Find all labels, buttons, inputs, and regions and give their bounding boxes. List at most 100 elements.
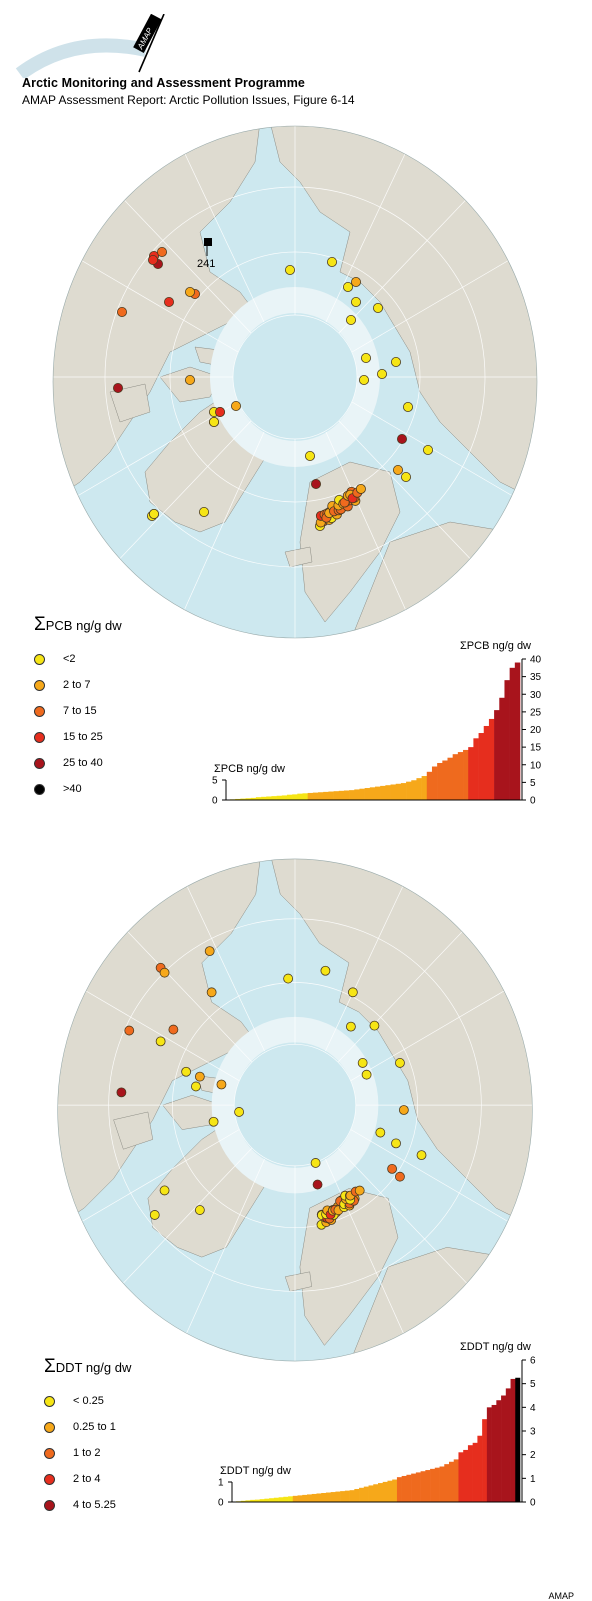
pcb-legend-swatch <box>34 783 45 795</box>
pcb-sample-point <box>372 302 383 313</box>
ddt-sample-point <box>375 1127 386 1138</box>
pcb-map-basemap <box>53 126 537 638</box>
pcb-bar <box>416 778 422 800</box>
pcb-legend-swatch <box>34 705 45 717</box>
pcb-legend-item: >40 <box>34 776 122 802</box>
ddt-bar <box>330 1492 336 1502</box>
ddt-bar <box>396 1477 402 1502</box>
ddt-bar <box>359 1487 365 1502</box>
ddt-bar <box>297 1495 303 1502</box>
pcb-legend-label: <2 <box>63 653 76 665</box>
pcb-bar <box>245 798 252 800</box>
ddt-bar <box>486 1407 492 1502</box>
ddt-legend-label: 0.25 to 1 <box>73 1421 116 1433</box>
ddt-bar <box>477 1435 483 1502</box>
pcb-bar <box>312 792 319 800</box>
ddt-bar <box>482 1419 488 1502</box>
pcb-legend-label: 25 to 40 <box>63 757 103 769</box>
pcb-bar <box>406 781 412 800</box>
ddt-y-tick-label: 0 <box>530 1498 536 1509</box>
pcb-bar <box>307 792 314 800</box>
pcb-bar <box>369 787 376 800</box>
ddt-sample-point <box>312 1179 323 1190</box>
pcb-sample-point <box>396 433 407 444</box>
pcb-legend-label: 15 to 25 <box>63 731 103 743</box>
ddt-bar <box>307 1494 313 1502</box>
page-title: Arctic Monitoring and Assessment Program… <box>22 76 305 90</box>
pcb-legend-item: 25 to 40 <box>34 750 122 776</box>
ddt-y-tick-label: 4 <box>530 1403 536 1414</box>
pcb-outlier-label: 241 <box>197 258 215 270</box>
ddt-sample-point <box>116 1087 127 1098</box>
ddt-bar <box>378 1483 384 1502</box>
pcb-inset-tick-label: 5 <box>212 776 218 787</box>
pcb-y-tick-label: 35 <box>530 672 542 683</box>
ddt-bar <box>283 1496 289 1502</box>
pcb-legend-label: 2 to 7 <box>63 679 91 691</box>
pcb-bar <box>385 785 391 800</box>
pcb-sample-point <box>376 368 387 379</box>
ddt-sample-point <box>208 1116 219 1127</box>
amap-logo: AMAP <box>15 14 165 78</box>
pcb-bar <box>400 783 407 800</box>
ddt-sample-point <box>168 1024 179 1035</box>
footer-credit: AMAP <box>548 1591 574 1601</box>
ddt-bar <box>259 1499 265 1502</box>
pcb-inset-axis-title: ΣPCB ng/g dw <box>214 763 285 775</box>
ddt-sample-point <box>320 965 331 976</box>
pcb-legend-label: 7 to 15 <box>63 705 97 717</box>
ddt-bar <box>245 1500 251 1502</box>
ddt-sample-point <box>310 1158 321 1168</box>
ddt-sample-point <box>391 1138 401 1149</box>
ddt-bar <box>335 1491 341 1502</box>
ddt-bar <box>472 1442 478 1502</box>
ddt-bar <box>496 1400 502 1502</box>
pcb-sample-point <box>310 478 321 489</box>
ddt-legend-label: 4 to 5.25 <box>73 1499 116 1511</box>
pcb-sample-point <box>422 444 433 455</box>
ddt-inset-tick-label: 0 <box>218 1498 224 1509</box>
pcb-bar <box>261 796 267 800</box>
ddt-bar <box>321 1493 327 1502</box>
ddt-sample-point <box>181 1066 192 1077</box>
pcb-sample-point <box>350 276 361 287</box>
ddt-sample-point <box>416 1150 427 1161</box>
pcb-legend-title: ΣPCB ng/g dw <box>34 614 122 635</box>
ddt-bar <box>434 1467 440 1502</box>
ddt-sample-point <box>369 1020 380 1031</box>
pcb-bar <box>463 749 469 800</box>
ddt-bar <box>340 1491 346 1502</box>
ddt-bar <box>273 1497 279 1502</box>
ddt-bar <box>392 1479 398 1502</box>
pcb-sample-point <box>360 352 371 363</box>
ddt-y-tick-label: 2 <box>530 1450 536 1461</box>
pcb-y-tick-label: 30 <box>530 690 542 701</box>
ddt-legend-item: 1 to 2 <box>44 1440 131 1466</box>
pcb-bar <box>250 797 257 800</box>
ddt-legend-label: < 0.25 <box>73 1395 104 1407</box>
ddt-sample-point <box>387 1163 397 1174</box>
pcb-bar <box>281 795 288 800</box>
pcb-inset-tick-label: 0 <box>212 796 218 807</box>
pcb-legend-swatch <box>34 679 45 691</box>
ddt-sample-point <box>194 1071 205 1082</box>
ddt-legend-swatch <box>44 1447 55 1459</box>
ddt-y-tick-label: 3 <box>530 1427 536 1438</box>
pcb-bar <box>354 789 360 800</box>
ddt-bar <box>269 1498 275 1502</box>
ddt-bar <box>458 1452 464 1502</box>
pcb-bar <box>380 785 386 800</box>
pcb-sample-point <box>198 506 209 517</box>
pcb-sample-point <box>326 256 337 267</box>
pcb-bar <box>266 796 272 800</box>
ddt-y-tick-label: 5 <box>530 1379 536 1390</box>
pcb-bar <box>328 791 334 800</box>
ddt-legend-swatch <box>44 1395 55 1407</box>
pcb-sample-point <box>230 400 241 411</box>
ddt-legend-title: ΣDDT ng/g dw <box>44 1356 132 1377</box>
pcb-sample-point <box>402 401 413 412</box>
pcb-bar <box>411 780 417 800</box>
pcb-legend-item: 2 to 7 <box>34 672 122 698</box>
ddt-bar <box>311 1493 317 1502</box>
